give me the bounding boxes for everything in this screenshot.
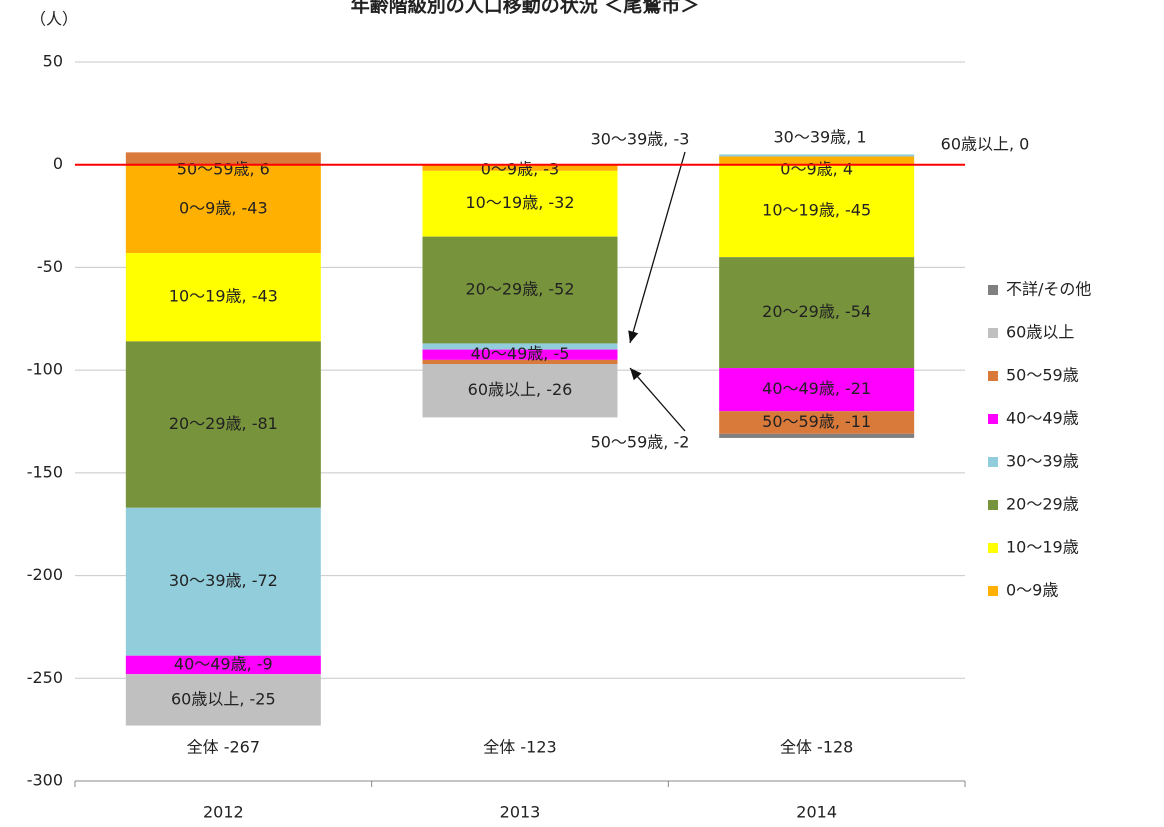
y-unit: （人） <box>30 10 78 29</box>
bar-segment <box>125 152 321 165</box>
bar-segment <box>719 368 915 412</box>
data-label: 10～19歳, -32 <box>465 193 574 212</box>
x-tick-label: 2012 <box>203 803 244 822</box>
y-tick-label: 0 <box>53 154 63 173</box>
bar-segment <box>422 170 618 237</box>
y-tick-label: -100 <box>27 360 63 379</box>
legend-swatch <box>988 328 998 338</box>
bar-segment <box>125 507 321 656</box>
bar-segment <box>719 164 915 258</box>
data-label: 40～49歳, -21 <box>762 379 871 398</box>
data-label: 50～59歳, 6 <box>177 160 270 179</box>
legend-label: 40～49歳 <box>1006 409 1079 428</box>
legend-label: 10～19歳 <box>1006 538 1079 557</box>
bar-segment <box>422 236 618 344</box>
bar-segment <box>422 359 618 364</box>
bar-segment <box>719 433 915 438</box>
legend-swatch <box>988 414 998 424</box>
data-label: 40～49歳, -5 <box>471 344 570 363</box>
data-label: 20～29歳, -52 <box>465 280 574 299</box>
bar-segment <box>125 164 321 254</box>
data-label: 60歳以上, -25 <box>171 689 276 708</box>
bar-segment <box>125 341 321 508</box>
legend-swatch <box>988 371 998 381</box>
bar-segment <box>719 257 915 369</box>
legend-label: 50～59歳 <box>1006 366 1079 385</box>
data-label: 30～39歳, -72 <box>169 571 278 590</box>
data-label: 0～9歳, -3 <box>481 160 560 179</box>
y-tick-label: -200 <box>27 565 63 584</box>
leader-arrow <box>628 151 686 344</box>
y-tick-label: 50 <box>43 52 63 71</box>
bar-segment <box>125 655 321 675</box>
legend-swatch <box>988 457 998 467</box>
bar-segment <box>422 164 618 171</box>
legend-label: 不詳/その他 <box>1006 280 1091 299</box>
legend-swatch <box>988 586 998 596</box>
bar-segment <box>719 411 915 434</box>
x-tick-label: 2013 <box>500 803 541 822</box>
y-tick-label: -50 <box>37 257 63 276</box>
bar-segment <box>125 253 321 342</box>
legend-swatch <box>988 285 998 295</box>
data-label: 40～49歳, -9 <box>174 654 273 673</box>
legend-swatch <box>988 500 998 510</box>
data-label: 20～29歳, -81 <box>169 414 278 433</box>
data-label: 0～9歳, 4 <box>780 160 853 179</box>
y-tick-label: -250 <box>27 668 63 687</box>
total-label: 全体 -123 <box>483 738 556 757</box>
bar-segment <box>422 349 618 360</box>
leader-arrow <box>629 367 686 432</box>
x-tick-label: 2014 <box>796 803 837 822</box>
bar-segment <box>422 343 618 350</box>
y-tick-label: -300 <box>27 771 63 790</box>
legend-label: 30～39歳 <box>1006 452 1079 471</box>
data-label: 30～39歳, 1 <box>773 128 866 147</box>
legend-label: 20～29歳 <box>1006 495 1079 514</box>
legend-swatch <box>988 543 998 553</box>
data-label: 50～59歳, -2 <box>591 433 690 452</box>
bar-segment <box>422 363 618 418</box>
data-label: 60歳以上, -26 <box>468 380 573 399</box>
y-tick-label: -150 <box>27 462 63 481</box>
data-label: 60歳以上, 0 <box>941 135 1030 154</box>
data-label: 20～29歳, -54 <box>762 302 871 321</box>
bar-segment <box>719 154 915 157</box>
data-label: 10～19歳, -45 <box>762 200 871 219</box>
total-label: 全体 -267 <box>187 738 260 757</box>
bar-segment <box>719 156 915 165</box>
data-label: 10～19歳, -43 <box>169 287 278 306</box>
legend-label: 60歳以上 <box>1006 323 1074 342</box>
data-label: 0～9歳, -43 <box>179 198 268 217</box>
legend-label: 0～9歳 <box>1006 581 1058 600</box>
chart-title: 年齢階級別の人口移動の状況 ＜尾鷲市＞ <box>351 0 700 17</box>
data-label: 30～39歳, -3 <box>591 130 690 149</box>
total-label: 全体 -128 <box>780 738 853 757</box>
bar-segment <box>125 674 321 726</box>
data-label: 50～59歳, -11 <box>762 412 871 431</box>
